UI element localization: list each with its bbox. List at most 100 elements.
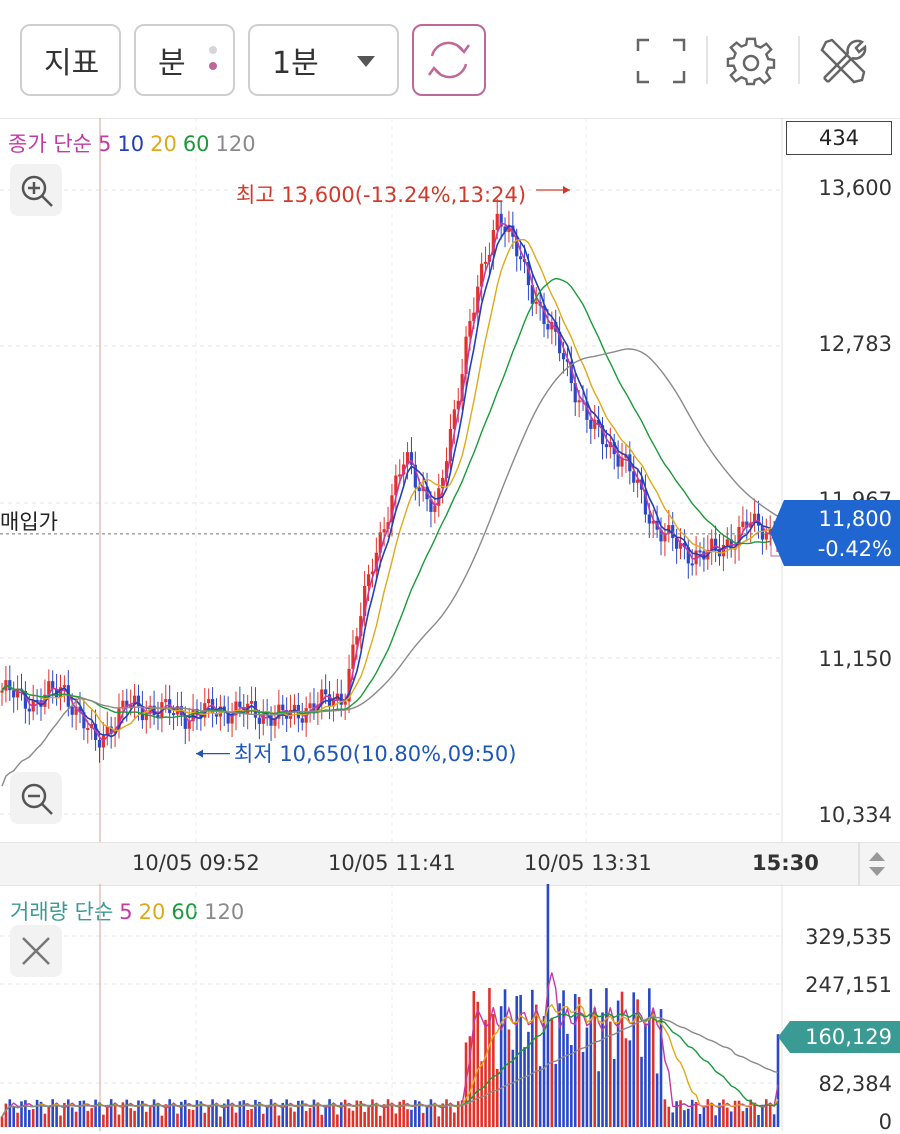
volume-bar: [109, 1099, 113, 1127]
volume-bar: [531, 989, 534, 1127]
candle-body: [171, 713, 176, 716]
volume-bar: [226, 1099, 230, 1127]
volume-bar: [636, 999, 639, 1127]
candle-body: [749, 522, 753, 528]
volume-bar: [577, 997, 581, 1127]
volume-bar: [488, 987, 491, 1127]
volume-bar: [148, 1107, 152, 1127]
candle-body: [558, 331, 562, 354]
volume-bar: [273, 1104, 277, 1127]
volume-bar: [258, 1101, 261, 1127]
price-legend-prefix: 종가 단순: [8, 132, 92, 156]
volume-bar: [269, 1099, 273, 1127]
x-tick-label: 10/05 13:31: [524, 851, 652, 875]
volume-bar: [277, 1115, 281, 1127]
vol-legend-ma20: 20: [138, 900, 166, 924]
volume-bar: [690, 1099, 694, 1127]
candle-body: [597, 419, 601, 426]
x-tick-label: 10/05 11:41: [328, 851, 456, 875]
volume-bar: [683, 1110, 686, 1127]
price-chart[interactable]: B: [0, 118, 900, 842]
current-price-tag: 11,800 -0.42%: [770, 500, 900, 566]
candle-body: [164, 699, 168, 703]
volume-bar: [453, 1112, 456, 1127]
interval-select[interactable]: 1분: [248, 24, 399, 96]
volume-bar: [98, 1102, 101, 1127]
candle-body: [82, 712, 86, 729]
tools-icon[interactable]: [818, 36, 872, 88]
volume-bar: [511, 1049, 515, 1127]
volume-bar: [718, 1102, 721, 1127]
chart-toolbar: 지표 분 1분: [0, 0, 900, 119]
volume-bar: [63, 1102, 66, 1127]
volume-bar: [570, 1044, 573, 1127]
volume-bar: [433, 1103, 437, 1127]
volume-bar: [753, 1102, 756, 1127]
volume-bar: [125, 1099, 129, 1127]
volume-bar: [573, 994, 577, 1127]
candle-body: [526, 262, 531, 286]
volume-bar: [386, 1099, 390, 1127]
volume-bar: [367, 1107, 370, 1127]
candle-body: [382, 529, 386, 533]
volume-bar: [714, 1115, 717, 1127]
x-axis[interactable]: 10/05 09:52 10/05 11:41 10/05 13:31 15:3…: [0, 842, 900, 886]
volume-bar: [94, 1099, 97, 1127]
candle-body: [417, 487, 421, 492]
candle-body: [480, 263, 484, 287]
volume-bar: [495, 1068, 499, 1127]
volume-bar: [234, 1112, 238, 1127]
volume-bar: [472, 991, 476, 1127]
candle-body: [363, 585, 367, 617]
fullscreen-icon[interactable]: [636, 38, 686, 84]
volume-bar: [265, 1105, 269, 1127]
candle-body: [191, 708, 195, 722]
candle-body: [156, 715, 160, 718]
candle-body: [78, 706, 82, 713]
volume-bar: [492, 1014, 495, 1127]
volume-bar: [484, 1019, 487, 1127]
volume-bar: [51, 1099, 54, 1127]
volume-bar: [468, 1036, 472, 1127]
candle-body: [534, 301, 538, 304]
indicator-button[interactable]: 지표: [20, 24, 121, 96]
period-unit-button[interactable]: 분: [134, 24, 235, 96]
volume-bar: [632, 992, 636, 1127]
volume-bar: [538, 1066, 542, 1127]
candle-body: [58, 687, 63, 697]
vol-y-tick-label: 329,535: [805, 925, 892, 949]
volume-bar: [144, 1111, 148, 1127]
candle-body: [316, 704, 320, 712]
candle-body: [351, 644, 355, 669]
refresh-button[interactable]: [412, 24, 486, 96]
volume-bar: [359, 1100, 363, 1127]
axis-divider: [858, 843, 860, 885]
candle-body: [620, 457, 624, 467]
candle-body: [15, 688, 20, 698]
volume-bar: [651, 1010, 655, 1127]
candle-body: [129, 704, 133, 708]
zoom-out-button[interactable]: [10, 772, 62, 824]
volume-bar: [729, 1111, 733, 1127]
candle-body: [51, 681, 55, 690]
y-tick-label: 11,150: [818, 647, 892, 671]
volume-bar: [4, 1103, 8, 1127]
candle-body: [585, 401, 589, 420]
volume-bar: [320, 1114, 324, 1127]
volume-bar: [421, 1112, 425, 1127]
high-annotation: 최고 13,600(-13.24%,13:24): [236, 183, 527, 207]
close-indicator-button[interactable]: [10, 925, 62, 977]
candle-body: [690, 563, 694, 566]
volume-chart[interactable]: [0, 884, 900, 1131]
pane-resize-icon[interactable]: [866, 849, 888, 879]
volume-bar: [215, 1103, 218, 1127]
volume-bar: [328, 1099, 331, 1127]
candle-body: [569, 361, 573, 384]
candle-body: [269, 714, 273, 726]
candle-body: [710, 538, 714, 550]
volume-bar: [27, 1109, 31, 1127]
volume-bar: [558, 1003, 561, 1127]
volume-bar: [414, 1100, 417, 1127]
gear-icon[interactable]: [726, 36, 776, 86]
zoom-in-button[interactable]: [10, 164, 62, 216]
